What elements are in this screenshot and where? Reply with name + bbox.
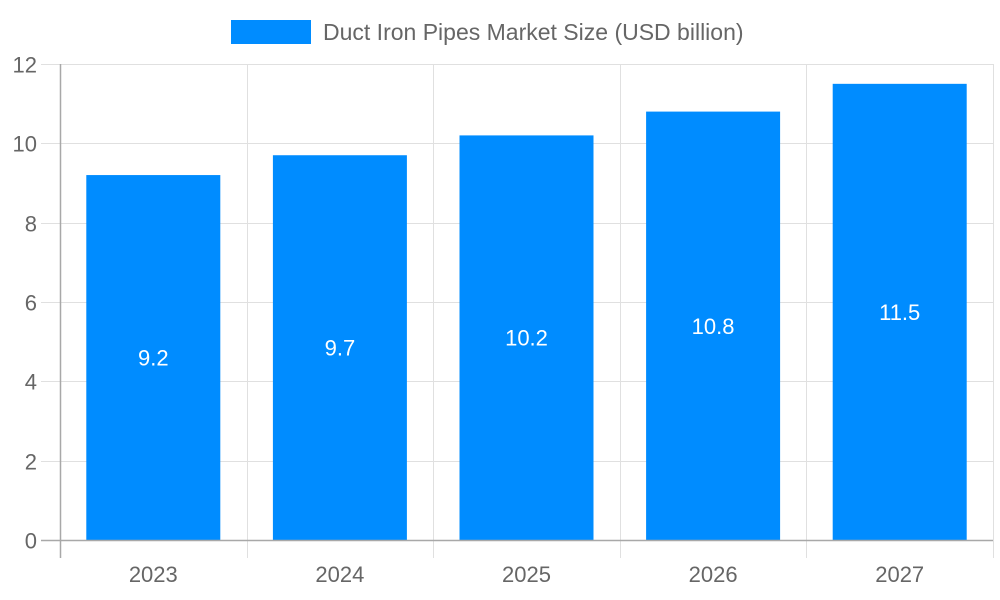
- x-tick-label: 2026: [689, 562, 738, 587]
- x-tick-label: 2025: [502, 562, 551, 587]
- y-tick-label: 6: [25, 291, 37, 316]
- bars: [86, 83, 967, 541]
- y-tick-label: 0: [25, 529, 37, 554]
- bar-2025[interactable]: [459, 135, 594, 540]
- bar-2023[interactable]: [86, 175, 221, 541]
- y-tick-label: 12: [13, 53, 37, 78]
- y-tick-label: 10: [13, 132, 37, 157]
- x-tick-label: 2023: [129, 562, 178, 587]
- bar-value-label: 9.2: [138, 346, 169, 371]
- bar-2026[interactable]: [646, 111, 781, 540]
- x-tick-label: 2027: [875, 562, 924, 587]
- y-tick-label: 2: [25, 450, 37, 475]
- x-tick-label: 2024: [315, 562, 364, 587]
- y-tick-label: 8: [25, 212, 37, 237]
- axes: [41, 64, 993, 558]
- legend-swatch: [231, 20, 311, 44]
- legend-label: Duct Iron Pipes Market Size (USD billion…: [323, 18, 744, 45]
- bar-2024[interactable]: [272, 155, 407, 540]
- bar-value-label: 9.7: [325, 336, 356, 361]
- bar-value-label: 10.2: [505, 326, 548, 351]
- bar-2027[interactable]: [832, 83, 967, 540]
- chart-legend[interactable]: Duct Iron Pipes Market Size (USD billion…: [231, 19, 744, 45]
- tick-labels: 0 2 4 6 8 10 12 9.2 2023 9.7 2024 10.2 2025 10.8 2026 1…: [13, 53, 925, 588]
- y-tick-label: 4: [25, 370, 37, 395]
- bar-value-label: 10.8: [692, 314, 735, 339]
- bar-value-label: 11.5: [879, 300, 920, 325]
